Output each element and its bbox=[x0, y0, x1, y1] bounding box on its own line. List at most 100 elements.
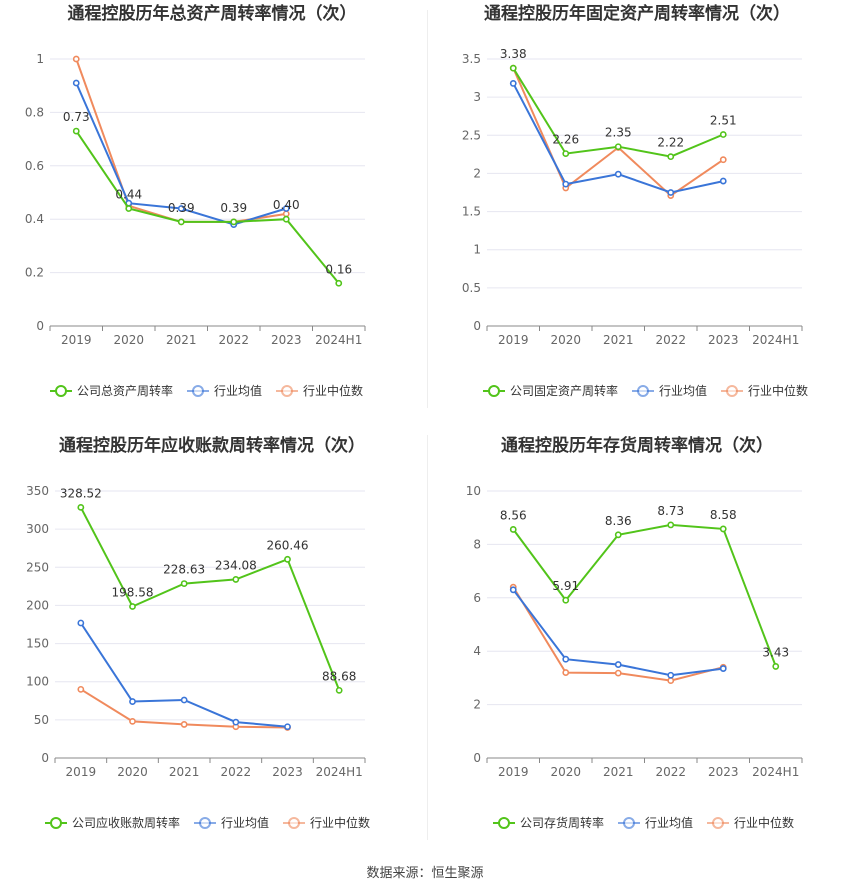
panel-divider bbox=[427, 10, 428, 408]
data-point-company bbox=[509, 64, 517, 72]
legend-item-median: 行业中位数 bbox=[721, 383, 808, 398]
data-point-company bbox=[562, 150, 570, 157]
legend-marker bbox=[726, 385, 738, 397]
data-label: 198.58 bbox=[112, 586, 154, 600]
data-point-avg bbox=[562, 180, 570, 188]
x-tick-label: 2020 bbox=[113, 333, 144, 347]
data-point-median bbox=[614, 669, 622, 677]
chart-receivables: 通程控股历年应收账款周转率情况（次） 0 50 100 150 200 250 300 350 2… bbox=[26, 435, 370, 830]
x-tick-label: 2019 bbox=[498, 765, 529, 779]
y-tick-label: 4 bbox=[473, 644, 481, 658]
data-point-company bbox=[177, 218, 185, 226]
legend-label: 行业中位数 bbox=[748, 383, 808, 398]
data-label: 3.38 bbox=[500, 47, 527, 61]
data-point-company bbox=[719, 131, 727, 138]
legend-item-avg: 行业均值 bbox=[194, 815, 269, 830]
legend-label: 行业均值 bbox=[221, 815, 269, 830]
data-point-company bbox=[284, 555, 291, 563]
data-label: 3.43 bbox=[762, 645, 789, 659]
data-label: 260.46 bbox=[267, 538, 309, 552]
series-line-company bbox=[79, 506, 341, 691]
data-label: 88.68 bbox=[322, 669, 356, 683]
data-point-company bbox=[180, 580, 188, 587]
y-tick-label: 0 bbox=[36, 319, 44, 333]
chart-total-assets: 通程控股历年总资产周转率情况（次） 0 0.2 0.4 0.6 0.8 1 2019 2020 2… bbox=[25, 3, 366, 398]
x-tick-label: 2021 bbox=[166, 333, 197, 347]
legend-marker bbox=[55, 385, 67, 397]
legend-item-median: 行业中位数 bbox=[283, 815, 370, 830]
legend-marker bbox=[288, 817, 300, 829]
data-point-company bbox=[562, 596, 570, 604]
legend-marker bbox=[50, 817, 62, 829]
data-label: 8.73 bbox=[657, 504, 684, 518]
x-tick-label: 2019 bbox=[61, 333, 92, 347]
y-tick-label: 0.4 bbox=[25, 212, 44, 226]
y-tick-label: 3 bbox=[473, 90, 481, 104]
data-label: 0.39 bbox=[168, 201, 195, 215]
y-tick-label: 0.8 bbox=[25, 105, 44, 119]
chart-title: 通程控股历年应收账款周转率情况（次） bbox=[59, 435, 365, 456]
panel-divider bbox=[427, 435, 428, 840]
chart-panel-inventory: 通程控股历年存货周转率情况（次） 0 2 4 6 8 10 2019 2020 2021 2022 2… bbox=[425, 432, 850, 862]
data-point-company bbox=[772, 663, 780, 670]
y-tick-label: 1 bbox=[473, 243, 481, 257]
data-label: 2.51 bbox=[710, 114, 737, 128]
chart-panel-total-assets: 通程控股历年总资产周转率情况（次） 0 0.2 0.4 0.6 0.8 1 2019 2020 2… bbox=[0, 0, 425, 430]
chart-title: 通程控股历年固定资产周转率情况（次） bbox=[484, 3, 790, 24]
x-tick-label: 2020 bbox=[117, 765, 148, 779]
legend-label: 行业均值 bbox=[645, 815, 693, 830]
data-point-avg bbox=[667, 671, 675, 679]
x-tick-label: 2022 bbox=[655, 333, 686, 347]
data-label: 2.35 bbox=[605, 126, 632, 140]
legend-item-avg: 行业均值 bbox=[187, 383, 262, 398]
y-tick-label: 8 bbox=[473, 537, 481, 551]
y-tick-label: 150 bbox=[26, 637, 49, 651]
legend-label: 公司存货周转率 bbox=[520, 815, 604, 830]
data-point-avg bbox=[72, 79, 80, 87]
legend-label: 公司应收账款周转率 bbox=[72, 815, 180, 830]
legend-item-median: 行业中位数 bbox=[707, 815, 794, 830]
data-point-company bbox=[230, 218, 238, 226]
data-point-avg bbox=[180, 696, 188, 704]
data-point-median bbox=[667, 677, 675, 684]
legend-item-company: 公司总资产周转率 bbox=[50, 383, 173, 398]
y-tick-label: 0.2 bbox=[25, 266, 44, 280]
legend-item-company: 公司应收账款周转率 bbox=[45, 815, 180, 830]
data-point-avg bbox=[614, 170, 622, 178]
data-point-company bbox=[125, 205, 133, 212]
chart-inventory: 通程控股历年存货周转率情况（次） 0 2 4 6 8 10 2019 2020 2021 2022 2… bbox=[466, 435, 803, 830]
data-point-avg bbox=[129, 698, 136, 705]
data-point-avg bbox=[77, 619, 85, 627]
data-point-avg bbox=[509, 80, 517, 87]
data-label: 2.22 bbox=[657, 136, 684, 150]
data-point-company bbox=[335, 686, 343, 694]
legend-label: 行业中位数 bbox=[310, 815, 370, 830]
data-point-company bbox=[614, 143, 622, 151]
data-point-median bbox=[180, 721, 188, 728]
data-label: 5.91 bbox=[552, 579, 579, 593]
legend-item-company: 公司固定资产周转率 bbox=[483, 383, 618, 398]
chart-fixed-assets: 通程控股历年固定资产周转率情况（次） 0 0.5 1 1.5 2 2.5 3 3.5 2019 20… bbox=[462, 3, 808, 398]
legend-label: 行业中位数 bbox=[303, 383, 363, 398]
x-tick-label: 2023 bbox=[708, 333, 739, 347]
data-point-company bbox=[232, 576, 240, 583]
series-line-median bbox=[75, 58, 287, 223]
y-tick-label: 10 bbox=[466, 484, 481, 498]
data-point-avg bbox=[284, 723, 291, 731]
x-tick-label: 2022 bbox=[221, 765, 252, 779]
data-point-company bbox=[129, 603, 136, 610]
legend-marker bbox=[637, 385, 649, 397]
legend-marker bbox=[488, 385, 500, 397]
data-point-company bbox=[614, 531, 622, 539]
data-label: 328.52 bbox=[60, 486, 102, 500]
data-label: 0.39 bbox=[220, 201, 247, 215]
series-line-company bbox=[75, 130, 340, 284]
chart-title: 通程控股历年存货周转率情况（次） bbox=[501, 435, 773, 456]
x-tick-label: 2020 bbox=[550, 765, 581, 779]
x-tick-label: 2024H1 bbox=[316, 765, 363, 779]
y-tick-label: 0.5 bbox=[462, 281, 481, 295]
data-point-company bbox=[335, 279, 343, 287]
x-tick-label: 2019 bbox=[498, 333, 529, 347]
legend-marker bbox=[498, 817, 510, 829]
data-point-company bbox=[72, 127, 80, 135]
